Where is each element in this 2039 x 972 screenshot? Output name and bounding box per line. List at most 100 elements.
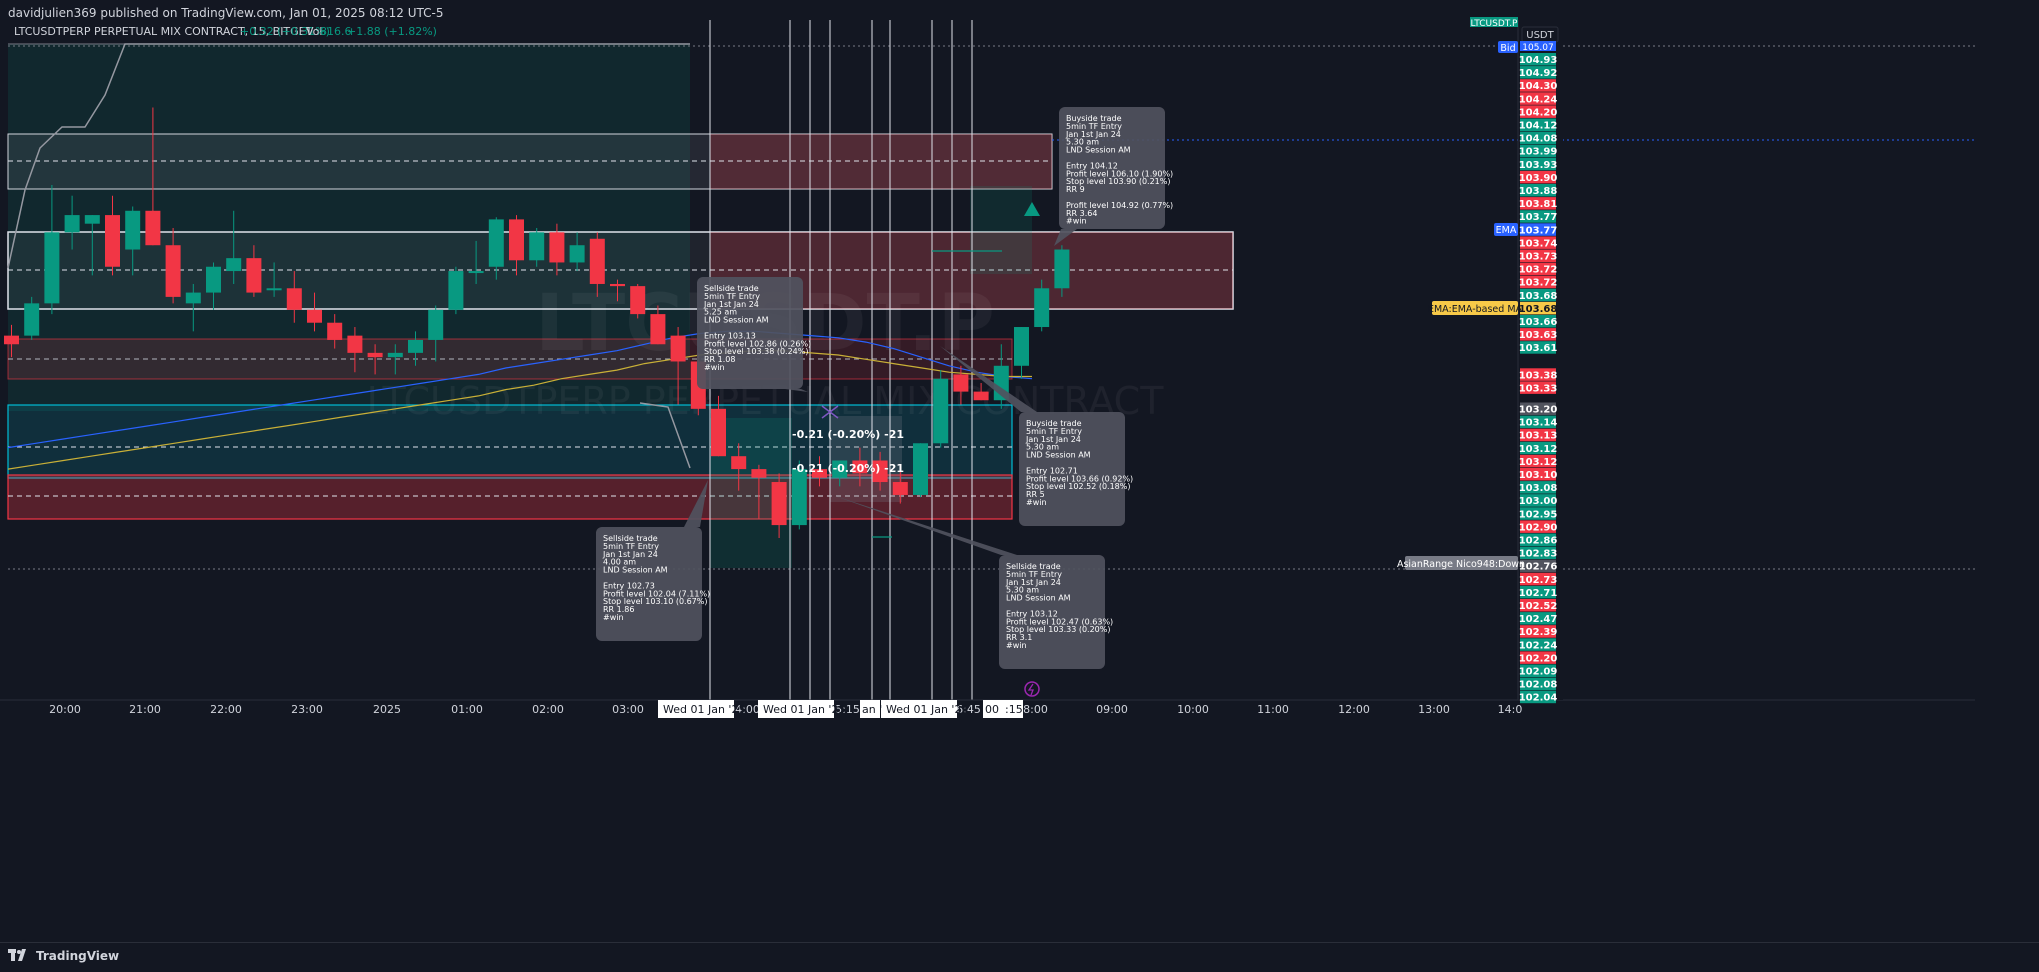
price-label: 103.08	[1519, 483, 1558, 494]
tradingview-logo[interactable]: TradingView	[8, 949, 119, 963]
price-label: 103.77	[1519, 212, 1558, 223]
price-box	[1520, 105, 1556, 118]
candle-body	[468, 271, 484, 274]
legend-change: +0.32 (+0.31%)	[240, 25, 330, 38]
callout-box	[1059, 107, 1165, 229]
callout-line: Jan 1st Jan 24	[1025, 435, 1081, 444]
markers-layer: -0.21 (-0.20%) -21 -0.21 (-0.20%) -21	[792, 202, 1040, 697]
price-box	[1520, 559, 1556, 573]
candle-body	[327, 322, 343, 340]
callout-tail	[1054, 229, 1077, 246]
price-label: 103.20	[1519, 405, 1558, 416]
callout-line: 5.25 am	[704, 308, 737, 317]
candle-body	[105, 215, 120, 267]
price-box	[1520, 599, 1556, 612]
price-label: 102.95	[1519, 509, 1558, 520]
price-box	[1520, 262, 1556, 276]
price-label: 102.04	[1519, 693, 1558, 704]
callout-box	[697, 277, 803, 389]
candle-body	[1014, 327, 1029, 366]
price-box	[1520, 210, 1556, 223]
cross-marker-icon	[821, 405, 839, 419]
price-box	[1520, 546, 1556, 560]
candle-body	[973, 391, 989, 401]
candle-body	[206, 266, 221, 293]
price-label: 103.61	[1519, 343, 1558, 354]
time-tick-label: 10:00	[1177, 703, 1209, 716]
candle-body	[771, 482, 787, 526]
ema-tag-label: EMA	[1496, 225, 1517, 236]
price-label: 102.52	[1519, 601, 1558, 612]
candle-body	[286, 288, 302, 310]
price-label: 102.39	[1519, 627, 1558, 638]
callout-tail	[785, 389, 808, 392]
callout-line: #win	[1066, 217, 1087, 226]
callout-line: #win	[704, 363, 725, 372]
callout-line: Entry 104.12	[1066, 161, 1118, 170]
price-label: 104.20	[1519, 107, 1558, 118]
price-label: 103.77	[1519, 225, 1558, 236]
price-label: 104.92	[1519, 68, 1558, 79]
callout-line: 5.30 am	[1006, 586, 1039, 595]
callout-tail	[940, 346, 1037, 412]
asian-range-tag-label: AsianRange Nico948:Down	[1397, 559, 1525, 570]
price-box	[1520, 638, 1556, 651]
callout-line: RR 9	[1066, 185, 1085, 194]
callout-line: Stop level 102.52 (0.18%)	[1026, 482, 1131, 491]
candle-body	[670, 335, 686, 362]
time-tick-label: 23:00	[291, 703, 323, 716]
price-label: 103.68	[1519, 304, 1558, 315]
callout-line: Sellside trade	[1006, 562, 1061, 571]
candle-body	[872, 460, 888, 483]
legend-symbol: LTCUSDTPERP PERPETUAL MIX CONTRACT, 15, …	[14, 25, 313, 38]
price-box	[1520, 315, 1556, 328]
price-label: 103.88	[1519, 186, 1558, 197]
candle-body	[1054, 249, 1070, 289]
candle-body	[913, 443, 928, 495]
callout-line: Jan 1st Jan 24	[1005, 578, 1061, 587]
price-label: 103.12	[1519, 444, 1558, 455]
ema-ma-tag-label: EMA:EMA-based MA	[1428, 304, 1523, 315]
candle-body	[246, 258, 262, 293]
price-label: 103.14	[1519, 418, 1558, 429]
callout-line: Profit level 102.86 (0.26%)	[704, 339, 811, 348]
price-label: 102.20	[1519, 653, 1558, 664]
publish-info: davidjulien369 published on TradingView.…	[8, 6, 444, 20]
price-label: 102.08	[1519, 680, 1558, 691]
candle-body	[4, 335, 19, 345]
price-label: 103.72	[1519, 265, 1558, 276]
lightning-icon[interactable]	[1024, 681, 1040, 697]
tradingview-brand: TradingView	[36, 949, 120, 963]
time-tick-label: 12:00	[1338, 703, 1370, 716]
candle-body	[185, 292, 201, 304]
bid-label: Bid	[1500, 43, 1515, 54]
price-box	[1520, 664, 1556, 677]
crosshair-date-label: Wed 01 Jan '25	[663, 703, 745, 716]
callout-line: #win	[1026, 498, 1047, 507]
price-box	[1520, 612, 1556, 625]
callout-line: 4.00 am	[603, 558, 636, 567]
buy-arrow-icon	[1024, 202, 1040, 216]
price-label: 103.74	[1519, 238, 1558, 249]
candle-body	[125, 210, 141, 250]
price-box	[1520, 677, 1556, 691]
chart-plot[interactable]: LTCUSDT.P LTCUSDTPERP PERPETUAL MIX CONTR…	[0, 0, 2039, 942]
callout-line: RR 3.64	[1066, 209, 1097, 218]
candle-body	[428, 309, 444, 340]
callout-line: LND Session AM	[704, 316, 769, 325]
crosshair-date-box	[881, 700, 957, 718]
price-label: 103.72	[1519, 278, 1558, 289]
time-tick-label: 08:00	[1016, 703, 1048, 716]
callout-line: Sellside trade	[704, 284, 759, 293]
ema-ma-tag	[1432, 301, 1518, 315]
callout-line: Stop level 103.38 (0.24%)	[704, 347, 809, 356]
price-label: 102.73	[1519, 575, 1558, 586]
callout-line: 5min TF Entry	[704, 292, 760, 301]
price-label: 102.83	[1519, 549, 1558, 560]
